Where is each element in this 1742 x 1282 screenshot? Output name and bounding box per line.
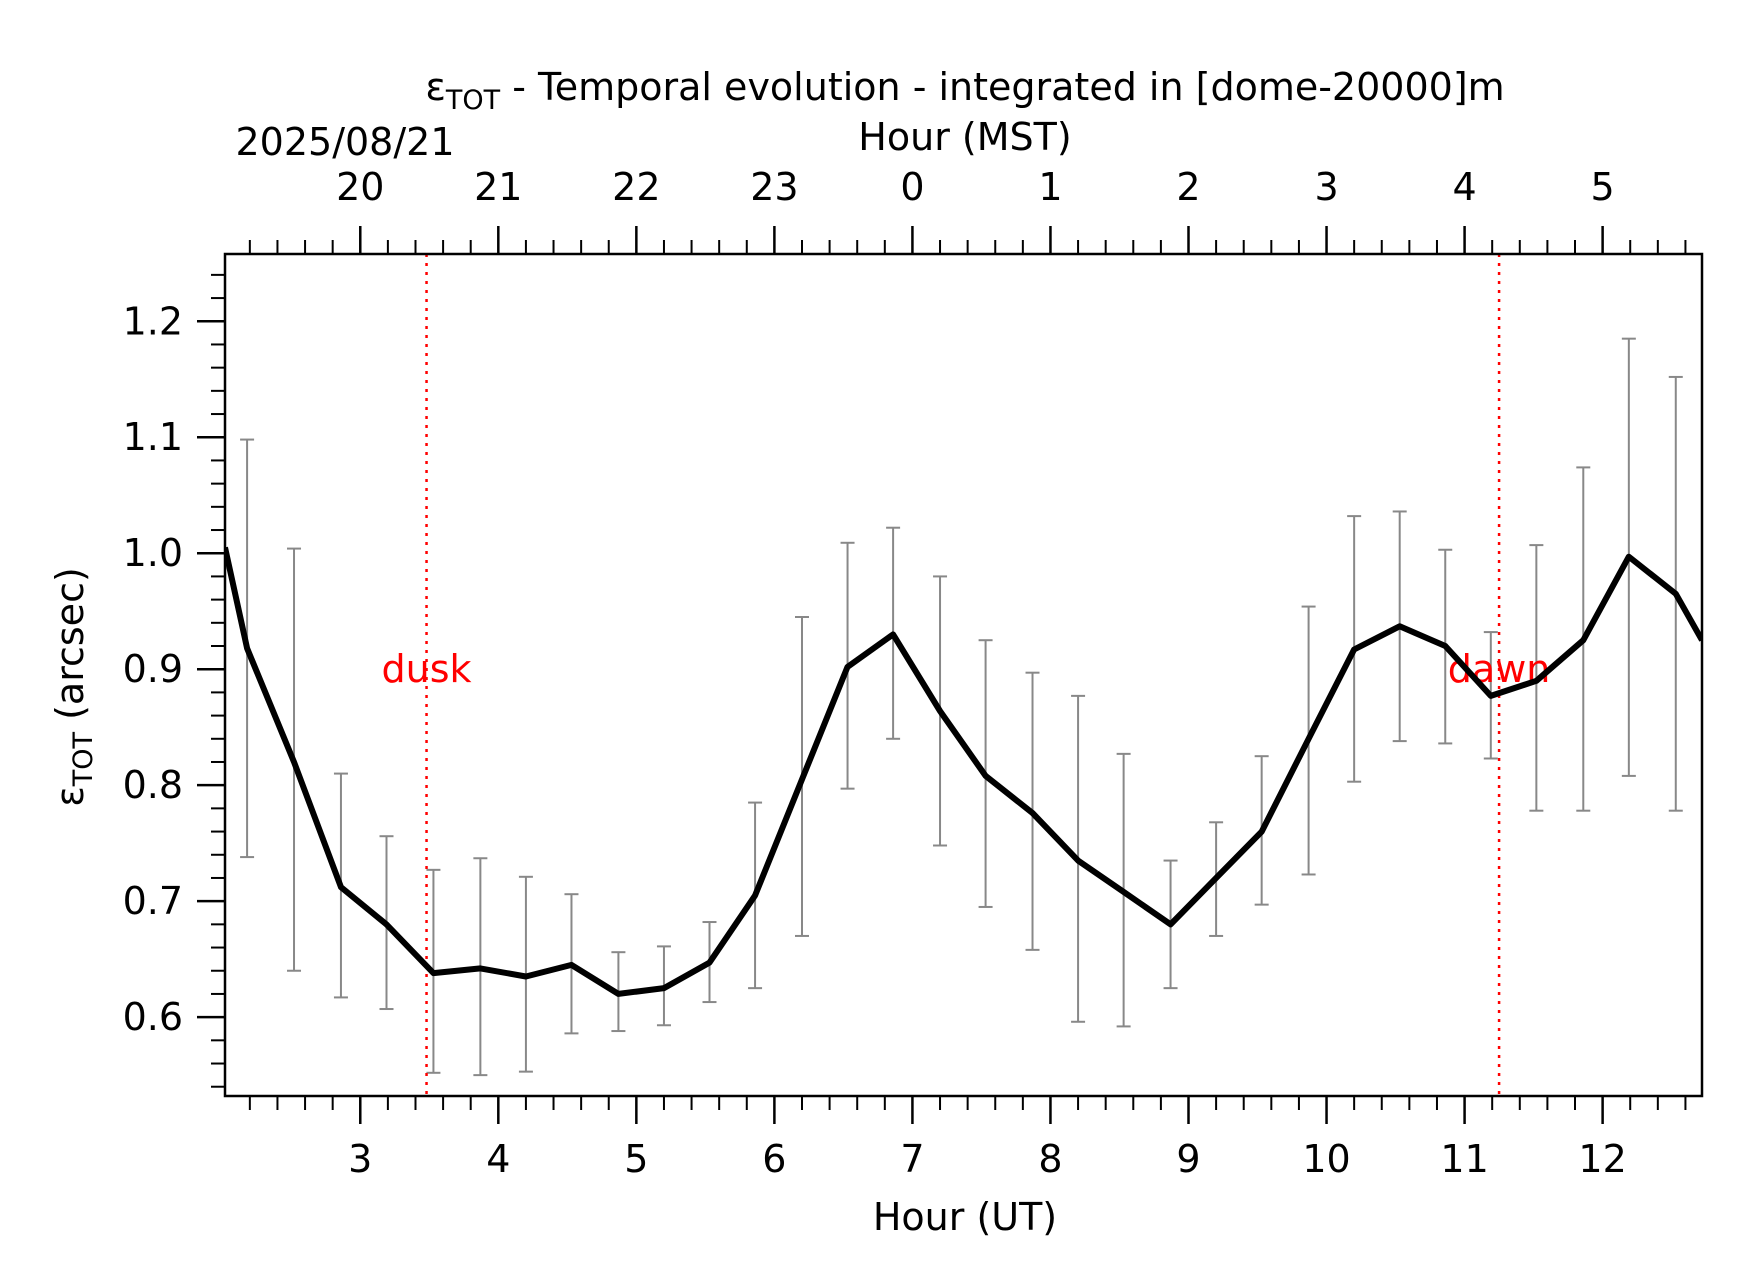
chart-title: εTOT - Temporal evolution - integrated i… bbox=[425, 65, 1504, 116]
x-tick-label: 4 bbox=[486, 1137, 510, 1181]
x-tick-label: 10 bbox=[1302, 1137, 1350, 1181]
top-tick-label: 2 bbox=[1176, 165, 1200, 209]
date-label: 2025/08/21 bbox=[235, 120, 454, 164]
x-tick-label: 7 bbox=[900, 1137, 924, 1181]
major-ticks bbox=[197, 226, 1604, 1124]
x-axis-title: Hour (UT) bbox=[873, 1195, 1057, 1239]
top-axis-title: Hour (MST) bbox=[858, 115, 1071, 159]
top-tick-label: 0 bbox=[900, 165, 924, 209]
top-tick-label: 22 bbox=[612, 165, 660, 209]
top-tick-label: 5 bbox=[1591, 165, 1615, 209]
series-line bbox=[225, 546, 1702, 997]
y-tick-label: 0.9 bbox=[123, 647, 183, 691]
plot-frame bbox=[223, 252, 1704, 1098]
y-tick-label: 1.0 bbox=[123, 531, 183, 575]
series-polyline bbox=[225, 546, 1702, 997]
y-axis-title: εTOT (arcsec) bbox=[48, 567, 99, 807]
x-tick-label: 3 bbox=[348, 1137, 372, 1181]
top-tick-label: 1 bbox=[1038, 165, 1062, 209]
top-tick-label: 23 bbox=[750, 165, 798, 209]
minor-ticks bbox=[211, 240, 1687, 1110]
top-tick-label: 21 bbox=[474, 165, 522, 209]
marker-label-dusk: dusk bbox=[382, 647, 472, 691]
x-tick-label: 6 bbox=[762, 1137, 786, 1181]
x-tick-label: 5 bbox=[624, 1137, 648, 1181]
y-tick-label: 0.7 bbox=[123, 879, 183, 923]
x-tick-label: 11 bbox=[1440, 1137, 1488, 1181]
error-bars bbox=[240, 337, 1683, 1077]
top-tick-label: 20 bbox=[336, 165, 384, 209]
x-tick-label: 9 bbox=[1176, 1137, 1200, 1181]
y-tick-label: 0.6 bbox=[123, 995, 183, 1039]
y-tick-label: 1.2 bbox=[123, 299, 183, 343]
y-tick-label: 0.8 bbox=[123, 763, 183, 807]
x-tick-label: 8 bbox=[1038, 1137, 1062, 1181]
top-tick-label: 4 bbox=[1452, 165, 1476, 209]
y-tick-label: 1.1 bbox=[123, 415, 183, 459]
x-tick-label: 12 bbox=[1578, 1137, 1626, 1181]
top-tick-label: 3 bbox=[1314, 165, 1338, 209]
